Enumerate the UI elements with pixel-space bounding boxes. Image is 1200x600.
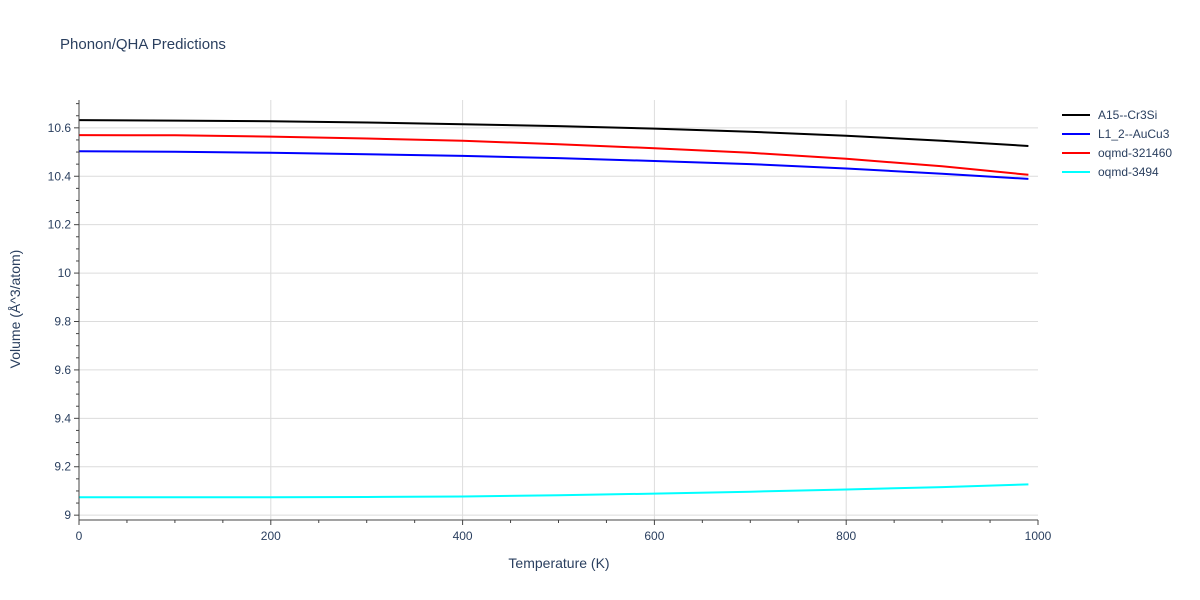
series-line-3[interactable]	[79, 483, 1029, 499]
legend-label[interactable]: L1_2--AuCu3	[1098, 127, 1170, 141]
y-tick-label: 9	[64, 508, 71, 522]
x-tick-label: 600	[644, 529, 664, 543]
grid-layer	[79, 100, 1038, 520]
y-tick-label: 10	[58, 266, 72, 280]
legend-label[interactable]: A15--Cr3Si	[1098, 108, 1157, 122]
y-tick-label: 9.4	[54, 411, 71, 425]
y-tick-label: 9.8	[54, 314, 71, 328]
y-tick-label: 10.2	[48, 218, 72, 232]
y-tick-label: 9.2	[54, 460, 71, 474]
x-tick-label: 0	[76, 529, 83, 543]
legend-label[interactable]: oqmd-321460	[1098, 146, 1172, 160]
series-line-2[interactable]	[78, 134, 1029, 176]
x-tick-label: 800	[836, 529, 856, 543]
legend-label[interactable]: oqmd-3494	[1098, 165, 1159, 179]
legend: A15--Cr3Si L1_2--AuCu3 oqmd-321460 oqmd-349…	[1062, 108, 1172, 179]
y-tick-label: 10.6	[48, 121, 72, 135]
series-layer	[78, 119, 1029, 499]
y-axis-title: Volume (Å^3/atom)	[7, 250, 23, 369]
series-line-1[interactable]	[78, 150, 1029, 180]
y-tick-label: 10.4	[48, 169, 72, 183]
axis-layer: 9 9.2 9.4 9.6 9.8 10 10.2 10.4 10.6 0 200 400 600 800…	[48, 100, 1052, 543]
x-tick-label: 1000	[1025, 529, 1052, 543]
x-tick-label: 400	[453, 529, 473, 543]
chart-title: Phonon/QHA Predictions	[60, 36, 226, 53]
series-line-0[interactable]	[78, 119, 1029, 147]
x-tick-label: 200	[261, 529, 281, 543]
y-tick-label: 9.6	[54, 363, 71, 377]
x-axis-title: Temperature (K)	[508, 555, 609, 571]
